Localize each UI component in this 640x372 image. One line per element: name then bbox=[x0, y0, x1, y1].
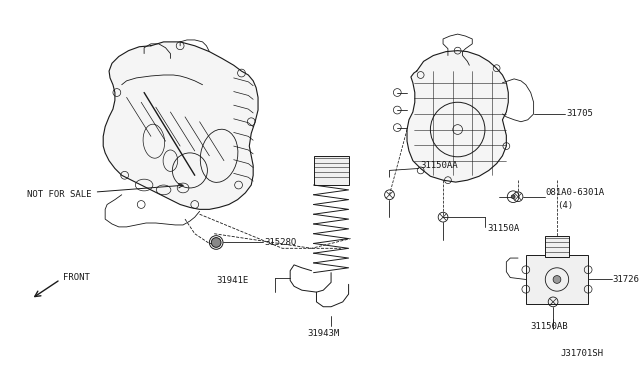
Text: 31150A: 31150A bbox=[487, 224, 519, 233]
Text: 31943M: 31943M bbox=[307, 328, 339, 337]
Text: 31150AA: 31150AA bbox=[420, 161, 458, 170]
Circle shape bbox=[211, 238, 221, 247]
Polygon shape bbox=[407, 51, 508, 182]
Bar bbox=[526, 255, 588, 304]
Circle shape bbox=[553, 276, 561, 283]
Text: (4): (4) bbox=[557, 201, 573, 210]
Text: FRONT: FRONT bbox=[63, 273, 90, 282]
Text: 31150AB: 31150AB bbox=[531, 322, 568, 331]
Bar bbox=[545, 235, 569, 257]
Text: 31941E: 31941E bbox=[216, 276, 248, 285]
Text: 081A0-6301A: 081A0-6301A bbox=[545, 188, 604, 197]
Text: NOT FOR SALE: NOT FOR SALE bbox=[28, 183, 183, 199]
Bar bbox=[314, 156, 349, 185]
Polygon shape bbox=[103, 42, 258, 209]
Text: J31701SH: J31701SH bbox=[561, 349, 604, 358]
Text: 31528Q: 31528Q bbox=[264, 238, 296, 247]
Circle shape bbox=[511, 195, 515, 199]
Text: 31705: 31705 bbox=[566, 109, 593, 118]
Text: 31726: 31726 bbox=[612, 275, 639, 284]
